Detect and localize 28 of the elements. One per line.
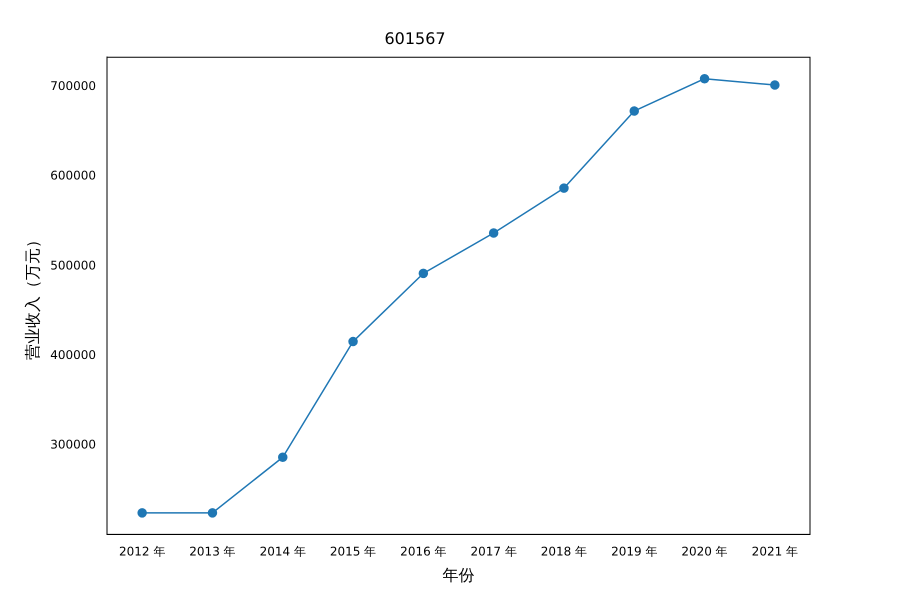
y-tick-label: 400000 xyxy=(50,348,96,362)
point xyxy=(630,106,639,116)
y-tick-label: 300000 xyxy=(50,438,96,452)
x-tick-label: 2017 年 xyxy=(470,544,517,559)
point xyxy=(278,452,288,462)
y-tick-label: 500000 xyxy=(50,258,96,272)
x-tick-label: 2019 年 xyxy=(611,544,658,559)
x-tick-label: 2018 年 xyxy=(540,544,588,559)
point xyxy=(559,183,569,193)
x-tick-label: 2012 年 xyxy=(118,544,166,559)
x-tick-label: 2020 年 xyxy=(681,544,728,559)
chart-title: 601567 xyxy=(384,28,446,48)
point xyxy=(208,508,218,518)
x-tick-label: 2021 年 xyxy=(752,544,798,559)
point xyxy=(700,74,710,84)
point xyxy=(488,228,498,238)
x-tick-label: 2014 年 xyxy=(260,544,306,559)
point xyxy=(770,80,780,90)
x-tick-label: 2016 年 xyxy=(400,544,447,559)
y-axis-title: 营业收入（万元） xyxy=(22,232,42,360)
point xyxy=(418,268,428,278)
y-tick-label: 700000 xyxy=(50,78,96,93)
point xyxy=(137,508,147,518)
point xyxy=(348,336,358,346)
x-axis-title: 年份 xyxy=(442,566,475,585)
x-tick-label: 2013 年 xyxy=(189,544,236,559)
x-tick-label: 2015 年 xyxy=(330,544,376,559)
y-tick-label: 600000 xyxy=(50,168,96,183)
